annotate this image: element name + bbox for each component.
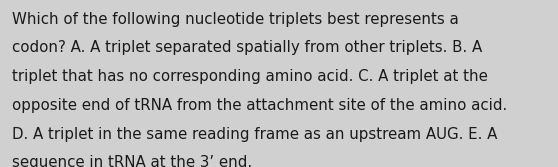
Text: Which of the following nucleotide triplets best represents a: Which of the following nucleotide triple…: [12, 12, 459, 27]
Text: opposite end of tRNA from the attachment site of the amino acid.: opposite end of tRNA from the attachment…: [12, 98, 508, 113]
Text: codon? A. A triplet separated spatially from other triplets. B. A: codon? A. A triplet separated spatially …: [12, 40, 483, 55]
Text: sequence in tRNA at the 3’ end.: sequence in tRNA at the 3’ end.: [12, 155, 252, 167]
Text: triplet that has no corresponding amino acid. C. A triplet at the: triplet that has no corresponding amino …: [12, 69, 488, 84]
Text: D. A triplet in the same reading frame as an upstream AUG. E. A: D. A triplet in the same reading frame a…: [12, 127, 498, 142]
